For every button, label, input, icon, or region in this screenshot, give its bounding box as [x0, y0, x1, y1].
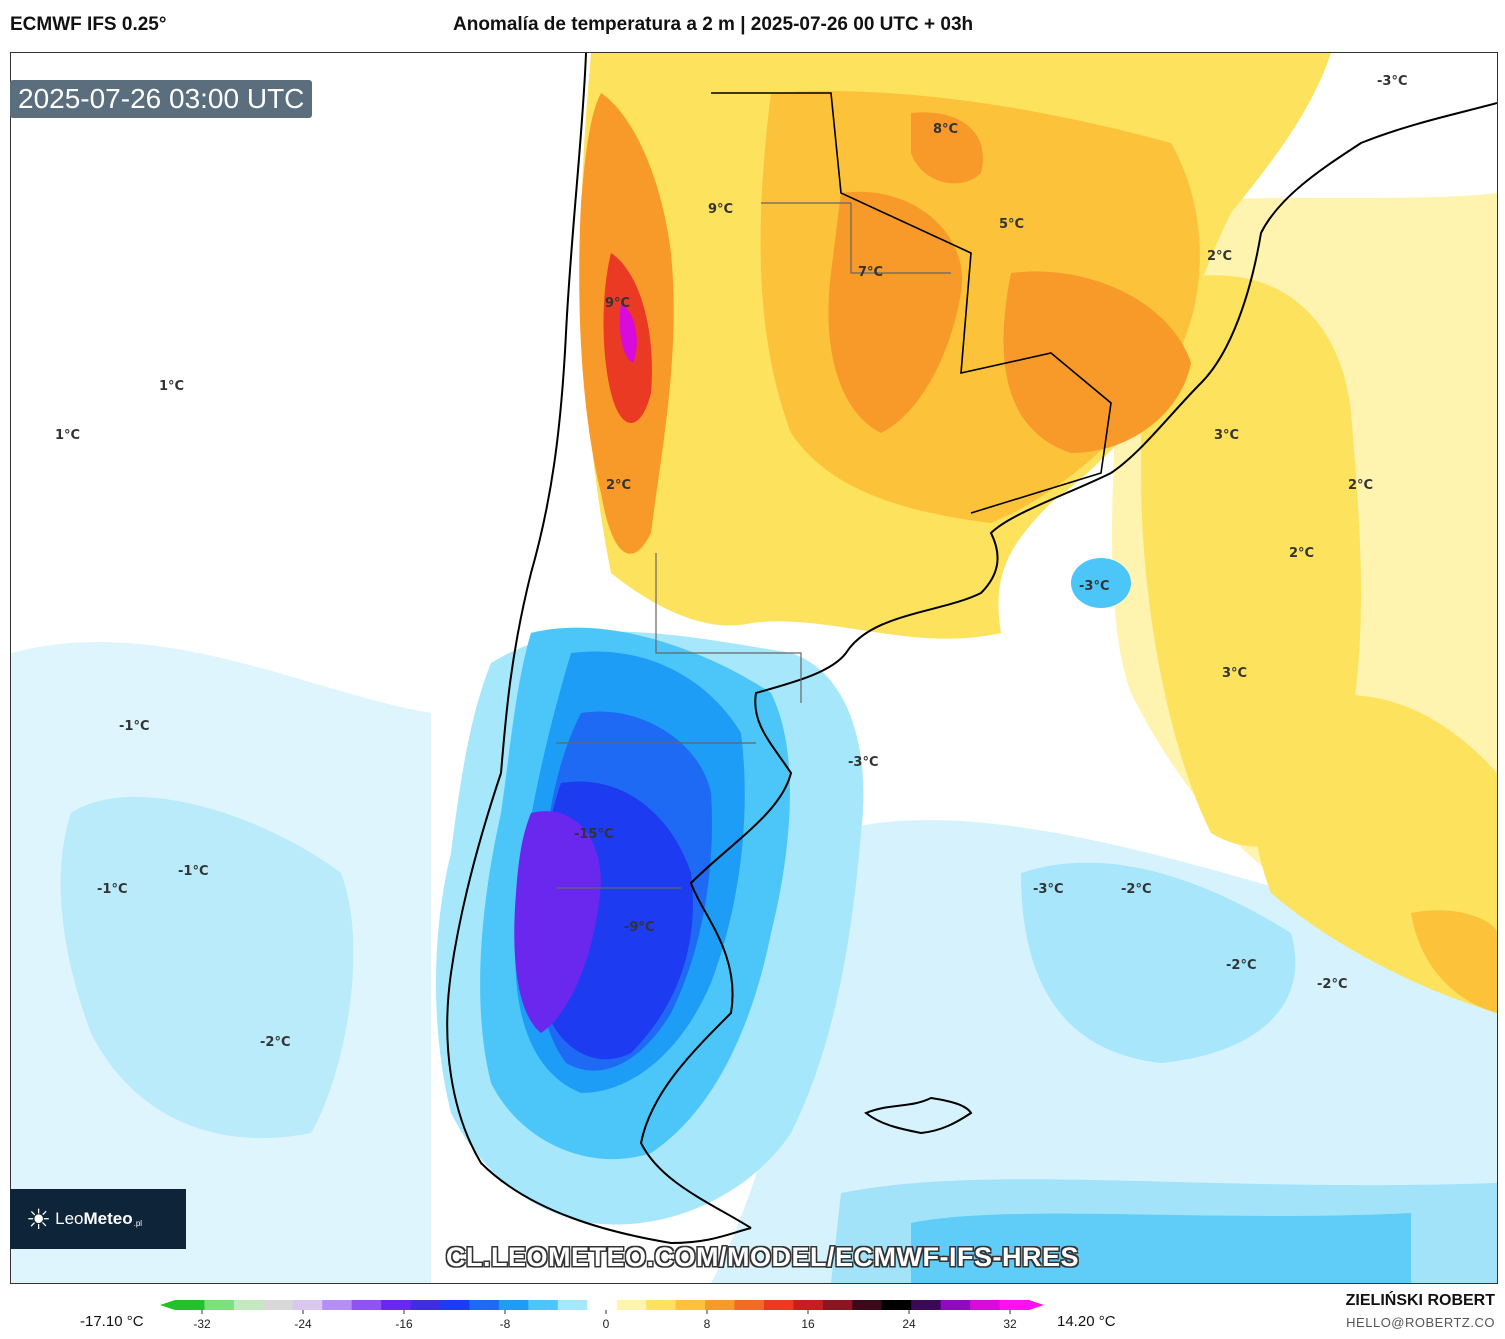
map-label: -1°C — [178, 864, 208, 879]
model-name: ECMWF IFS 0.25° — [10, 14, 167, 35]
colorbar-swatch — [587, 1300, 618, 1310]
colorbar-swatch — [646, 1300, 677, 1310]
map-label: -1°C — [119, 719, 149, 734]
colorbar-tick-label: -8 — [500, 1317, 511, 1331]
map-title: Anomalía de temperatura a 2 m | 2025-07-… — [453, 14, 974, 35]
colorbar-swatch — [822, 1300, 853, 1310]
map-label: 2°C — [1348, 478, 1373, 493]
colorbar-swatch — [763, 1300, 794, 1310]
map-label: 5°C — [999, 217, 1024, 232]
colorbar-swatch — [204, 1300, 235, 1310]
map-label: -3°C — [848, 755, 878, 770]
map-label: -15°C — [574, 827, 614, 842]
map-label: 9°C — [708, 202, 733, 217]
colorbar-swatch — [175, 1300, 205, 1310]
colorbar-swatch — [351, 1300, 382, 1310]
colorbar-swatch — [292, 1300, 323, 1310]
colorbar-swatch — [528, 1300, 559, 1310]
map-label: -1°C — [97, 882, 127, 897]
logo-text-bold: Meteo — [83, 1209, 133, 1228]
colorbar-swatch — [322, 1300, 353, 1310]
colorbar-tick-label: -24 — [294, 1317, 312, 1331]
map-label: 3°C — [1222, 666, 1247, 681]
map-label: -3°C — [1033, 882, 1063, 897]
colorbar-swatch — [852, 1300, 883, 1310]
colorbar-max-label: 14.20 °C — [1057, 1313, 1116, 1330]
colorbar-tick-label: 32 — [1003, 1317, 1017, 1331]
colorbar-tick-label: 24 — [902, 1317, 916, 1331]
colorbar-swatch — [557, 1300, 588, 1310]
colorbar-swatch — [999, 1300, 1030, 1310]
map-label: -2°C — [1317, 977, 1347, 992]
author-credit: ZIELIŃSKI ROBERT — [1345, 1292, 1495, 1309]
colorbar-tick-label: -16 — [395, 1317, 413, 1331]
author-email: HELLO@ROBERTZ.CO — [1346, 1315, 1495, 1330]
colorbar-swatch — [233, 1300, 264, 1310]
colorbar-left-arrow — [160, 1300, 175, 1310]
map-label: 1°C — [159, 379, 184, 394]
logo-tld: .pl — [133, 1218, 143, 1228]
colorbar-swatch — [616, 1300, 647, 1310]
colorbar-swatch — [705, 1300, 736, 1310]
colorbar-swatch — [793, 1300, 824, 1310]
colorbar-swatch — [734, 1300, 765, 1310]
map-label: -3°C — [1377, 74, 1407, 89]
map-label: 9°C — [605, 296, 630, 311]
colorbar-right-arrow — [1029, 1300, 1044, 1310]
map-label: -2°C — [1226, 958, 1256, 973]
colorbar-swatch — [970, 1300, 1001, 1310]
colorbar-swatch — [263, 1300, 294, 1310]
colorbar-tick-label: 16 — [801, 1317, 815, 1331]
map-label: 2°C — [1289, 546, 1314, 561]
colorbar-swatch — [911, 1300, 942, 1310]
colorbar-swatch — [469, 1300, 500, 1310]
leometeo-logo[interactable]: ☀ LeoMeteo .pl — [10, 1189, 186, 1249]
colorbar-swatch — [410, 1300, 441, 1310]
source-url-watermark: CL.LEOMETEO.COM/MODEL/ECMWF-IFS-HRES — [446, 1242, 1079, 1272]
colorbar-swatch — [881, 1300, 912, 1310]
temperature-anomaly-map: 8°C 9°C 5°C 7°C 2°C 9°C 1°C 1°C 3°C 2°C … — [11, 53, 1497, 1283]
colorbar-swatch — [498, 1300, 529, 1310]
map-label: -2°C — [1121, 882, 1151, 897]
map-label: -2°C — [260, 1035, 290, 1050]
valid-time-badge: 2025-07-26 03:00 UTC — [10, 80, 313, 118]
map-label: 7°C — [858, 265, 883, 280]
map-label: 2°C — [1207, 249, 1232, 264]
map-label: -9°C — [624, 920, 654, 935]
colorbar-tick-label: 8 — [704, 1317, 711, 1331]
sun-icon: ☀ — [26, 1203, 52, 1235]
logo-text-light: Leo — [55, 1209, 84, 1228]
colorbar-swatch — [381, 1300, 412, 1310]
colorbar-swatch — [940, 1300, 971, 1310]
colorbar-swatch — [440, 1300, 470, 1310]
colorbar-swatch — [675, 1300, 706, 1310]
colorbar-min-label: -17.10 °C — [80, 1313, 144, 1330]
colorbar-tick-label: -32 — [193, 1317, 211, 1331]
map-label: 1°C — [55, 428, 80, 443]
map-label: -3°C — [1079, 579, 1109, 594]
map-label: 2°C — [606, 478, 631, 493]
map-label: 3°C — [1214, 428, 1239, 443]
map-label: 8°C — [933, 122, 958, 137]
colorbar: -32 -24 -16 -8 0 8 16 24 32 — [160, 1300, 1044, 1331]
map-panel[interactable]: 8°C 9°C 5°C 7°C 2°C 9°C 1°C 1°C 3°C 2°C … — [10, 52, 1498, 1284]
colorbar-tick-label: 0 — [603, 1317, 610, 1331]
